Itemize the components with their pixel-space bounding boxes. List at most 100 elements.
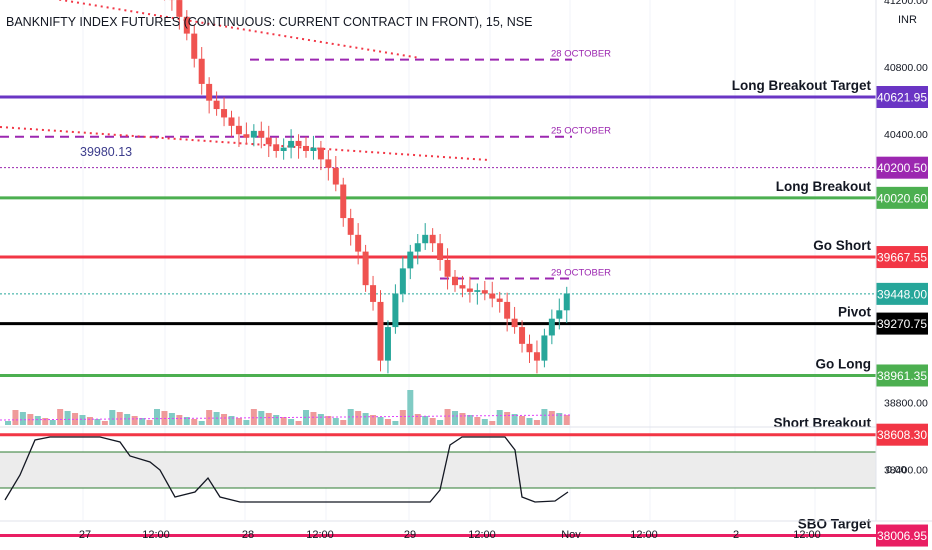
candle-body — [191, 33, 198, 59]
volume-bars — [0, 390, 571, 425]
volume-bar — [228, 416, 235, 425]
volume-ma — [0, 414, 571, 421]
candle-body — [541, 335, 548, 361]
candle-body — [548, 318, 555, 336]
candle-body — [407, 251, 414, 269]
candle-body — [183, 16, 190, 34]
volume-bar — [317, 414, 324, 425]
price-badge — [876, 364, 928, 387]
volume-bar — [79, 415, 86, 425]
volume-bar — [42, 418, 49, 425]
price-axis: 40621.95 40020.60 39667.55 39270.75 38961.35… — [876, 0, 928, 547]
volume-bar — [459, 413, 466, 425]
volume-bar — [295, 421, 302, 425]
price-badge-text: 40621.95 — [877, 91, 927, 105]
candle-body — [437, 243, 444, 260]
time-tick: 2 — [733, 529, 739, 541]
volume-bar — [481, 419, 488, 425]
price-badge-text: 39448.00 — [877, 287, 927, 301]
level-label: Long Breakout — [776, 179, 872, 194]
price-badge-text: 39270.75 — [877, 317, 927, 331]
volume-bar — [273, 415, 280, 425]
volume-bar — [370, 415, 377, 425]
volume-bar — [34, 416, 41, 425]
candle-body — [265, 137, 272, 145]
volume-bar — [489, 421, 496, 425]
volume-bar — [235, 418, 242, 425]
volume-bar — [101, 421, 108, 425]
volume-bar — [414, 414, 421, 425]
volume-bar — [556, 413, 563, 425]
volume-bar — [109, 410, 116, 425]
volume-bar — [64, 411, 71, 425]
volume-bar — [444, 409, 451, 425]
price-annotation: 39980.13 — [80, 145, 132, 159]
time-tick: 12:00 — [468, 529, 496, 541]
candle-body — [288, 140, 295, 148]
candle-body — [452, 276, 458, 286]
volume-bar — [332, 418, 339, 425]
candle-body — [228, 117, 235, 126]
candle-body — [295, 140, 302, 146]
currency-label: INR — [898, 14, 917, 26]
volume-bar — [49, 420, 56, 425]
volume-bar — [183, 417, 190, 425]
volume-bar — [340, 420, 347, 425]
candle-body — [556, 310, 563, 319]
volume-bar — [124, 414, 131, 425]
time-tick: 12:00 — [630, 529, 658, 541]
volume-bar — [474, 417, 481, 425]
oscillator-line — [4, 436, 569, 503]
volume-bar — [310, 412, 317, 425]
candle-body — [519, 327, 526, 344]
price-badge — [876, 423, 928, 446]
time-tick: 12:00 — [793, 529, 821, 541]
candle-body — [258, 130, 265, 138]
price-badge — [876, 282, 928, 305]
volume-bar — [392, 421, 399, 425]
candle-body — [235, 125, 242, 135]
dashed-line-label: 28 OCTOBER — [551, 49, 611, 60]
time-tick: 12:00 — [306, 529, 334, 541]
chart-title: BANKNIFTY INDEX FUTURES (CONTINUOUS: CUR… — [6, 15, 532, 29]
volume-bar — [347, 409, 354, 425]
candle-body — [489, 293, 496, 299]
candle-body — [384, 327, 391, 361]
volume-bar — [466, 415, 473, 425]
trend-lines — [0, 0, 489, 161]
candle-body — [213, 100, 220, 110]
candle-body — [280, 147, 287, 151]
volume-bar — [191, 419, 198, 425]
volume-bar — [563, 415, 570, 425]
price-tick: 40400.00 — [884, 129, 928, 141]
candle-body — [325, 159, 332, 168]
candle-body — [533, 352, 540, 361]
volume-bar — [533, 420, 540, 425]
candle-body — [310, 147, 317, 151]
candle-body — [459, 285, 466, 289]
dashed-line-label: 29 OCTOBER — [551, 267, 611, 278]
volume-bar — [541, 409, 548, 425]
volume-bar — [504, 412, 511, 425]
volume-bar — [12, 410, 19, 425]
volume-bar — [496, 410, 503, 425]
price-badge — [876, 524, 928, 547]
trend-line — [55, 0, 421, 59]
volume-bar — [511, 414, 518, 425]
price-badge — [876, 86, 928, 108]
volume-bar — [452, 411, 458, 425]
candle-body — [377, 301, 384, 361]
volume-bar — [250, 409, 257, 425]
level-label: Go Long — [816, 356, 871, 371]
time-tick: 28 — [242, 529, 254, 541]
candles — [163, 0, 570, 374]
candle-body — [198, 58, 205, 84]
time-tick: 29 — [404, 529, 416, 541]
volume-bar — [161, 411, 168, 425]
volume-bar — [325, 416, 332, 425]
dashed-line-label: 25 OCTOBER — [551, 126, 611, 137]
candle-body — [563, 293, 570, 311]
volume-bar — [146, 420, 153, 425]
